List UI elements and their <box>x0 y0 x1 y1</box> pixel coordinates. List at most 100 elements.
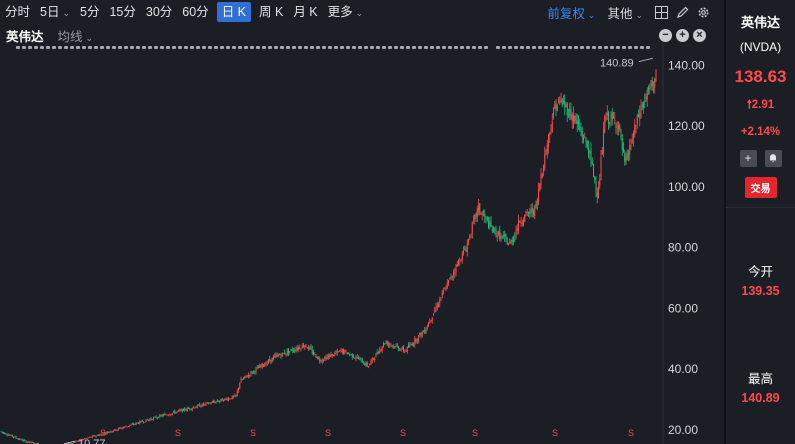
candle-body <box>431 317 433 321</box>
adjust-price-dropdown[interactable]: 前复权 ⌄ <box>547 6 596 21</box>
candle-body <box>408 345 409 348</box>
event-dot <box>268 46 272 49</box>
candle-body <box>419 333 421 336</box>
candle-body <box>111 431 113 433</box>
trade-button[interactable]: 交易 <box>744 177 777 198</box>
event-dot <box>424 46 428 49</box>
tab-5day[interactable]: 5日 ⌄ <box>40 5 71 19</box>
candle-body <box>353 355 354 358</box>
event-dot <box>106 46 110 49</box>
candle-body <box>591 161 593 164</box>
candle-body <box>258 367 259 369</box>
event-dot <box>226 46 230 49</box>
candle-body <box>609 123 611 125</box>
event-marker-s: S <box>628 428 634 438</box>
tab-30min[interactable]: 30分 <box>145 5 173 19</box>
y-axis-tick-label: 140.00 <box>668 58 705 72</box>
candle-body <box>516 228 518 231</box>
grid-icon[interactable] <box>652 3 670 21</box>
candle-body <box>611 112 613 119</box>
close-icon[interactable]: × <box>693 28 706 42</box>
tab-monthly-k[interactable]: 月 K <box>293 5 318 19</box>
candle-body <box>314 353 316 355</box>
moving-average-dropdown[interactable]: 均线 ⌄ <box>57 29 94 44</box>
candle-body <box>179 410 181 411</box>
candle-body <box>623 148 624 152</box>
candle-body <box>316 356 318 359</box>
candle-body <box>505 234 507 240</box>
event-dot <box>418 46 422 49</box>
tab-weekly-k[interactable]: 周 K <box>259 5 284 19</box>
candle-body <box>334 353 336 355</box>
settings-icon[interactable] <box>694 3 712 21</box>
candle-body <box>270 359 272 362</box>
alert-bell-button[interactable] <box>764 150 782 167</box>
tab-daily-k[interactable]: 日 K <box>216 2 251 22</box>
candle-body <box>30 442 32 443</box>
candle-body <box>278 355 279 356</box>
candle-body <box>34 442 36 444</box>
candle-body <box>566 103 568 116</box>
plus-icon[interactable]: + <box>676 28 689 42</box>
candle-body <box>250 371 252 375</box>
candle-body <box>460 260 462 262</box>
candle-body <box>328 355 329 357</box>
minus-icon[interactable]: − <box>659 28 672 42</box>
candle-body <box>313 352 314 355</box>
event-dot <box>646 46 650 49</box>
bell-icon <box>770 154 776 163</box>
candle-body <box>240 379 242 383</box>
event-dot <box>460 46 464 49</box>
event-dot <box>496 46 500 49</box>
candle-body <box>234 395 236 397</box>
event-dot <box>394 46 398 49</box>
candle-body <box>95 435 97 437</box>
candle-body <box>99 434 101 436</box>
candle-body <box>184 408 186 411</box>
candle-body <box>221 398 223 401</box>
event-dot <box>358 46 362 49</box>
candle-body <box>298 347 299 350</box>
candle-body <box>321 360 323 362</box>
tab-60min[interactable]: 60分 <box>182 5 209 19</box>
candle-body <box>183 408 184 411</box>
candle-body <box>383 342 384 347</box>
candle-body <box>451 276 453 277</box>
candle-body <box>13 436 14 438</box>
candle-body <box>160 415 162 417</box>
event-dot <box>454 46 458 49</box>
candle-body <box>529 211 531 214</box>
candle-body <box>301 344 303 349</box>
candle-body <box>76 440 78 442</box>
candle-body <box>223 400 224 402</box>
candle-body <box>205 402 207 405</box>
candle-body <box>614 120 616 121</box>
candle-body <box>491 229 493 232</box>
tab-5min[interactable]: 5分 <box>80 5 100 19</box>
candle-body <box>573 114 574 122</box>
candle-body <box>238 387 239 391</box>
candle-body <box>434 309 436 312</box>
add-watchlist-button[interactable]: + <box>739 150 757 167</box>
event-dot <box>412 46 416 49</box>
tab-more[interactable]: 更多 ⌄ <box>327 5 364 19</box>
candlestick-chart[interactable]: 140.00 120.00 100.00 80.00 60.00 40.00 20.00 14… <box>0 44 712 444</box>
candle-body <box>188 408 189 409</box>
other-dropdown[interactable]: 其他 ⌄ <box>607 6 643 21</box>
candle-body <box>444 288 446 290</box>
candle-body <box>218 401 219 403</box>
event-dot <box>580 46 584 49</box>
candle-body <box>86 437 88 439</box>
candle-body <box>121 427 123 429</box>
tab-15min[interactable]: 15分 <box>109 5 136 19</box>
event-dot <box>508 46 512 49</box>
high-value: 140.89 <box>741 391 780 405</box>
candle-body <box>350 354 352 355</box>
event-dot <box>34 46 38 49</box>
draw-pen-icon[interactable] <box>673 3 691 21</box>
candle-body <box>369 363 371 366</box>
tab-intraday[interactable]: 分时 <box>5 5 31 19</box>
candle-body <box>90 436 92 438</box>
candle-body <box>103 433 104 435</box>
event-dot <box>538 46 542 49</box>
